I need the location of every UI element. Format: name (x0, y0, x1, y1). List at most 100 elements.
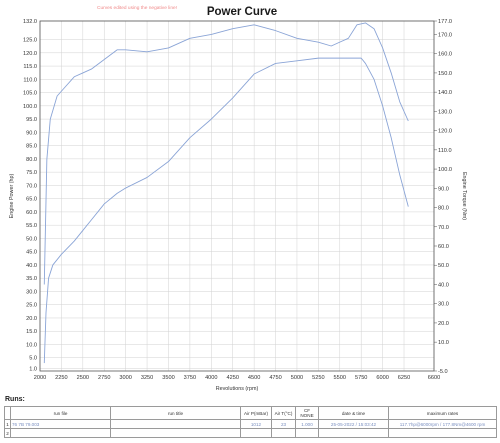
header-run-title: run title (110, 406, 241, 420)
x-tick-label: 5000 (291, 375, 303, 381)
cf-cell (295, 428, 319, 438)
x-axis-ticks: 2000 2250 2500 2750 3000 3250 3500 3750 4000 4250… (34, 375, 440, 381)
runs-table: run file run title Air P(mBar) Air T(°C)… (4, 406, 497, 438)
date-time-cell: 25-05-2022 / 15:03:42 (318, 419, 389, 429)
x-tick-label: 2750 (98, 375, 110, 381)
right-tick-label: 50.0 (438, 263, 449, 269)
left-tick-label: 60.0 (26, 210, 37, 216)
run-file-cell[interactable]: 76 7B 79.003 (10, 419, 111, 429)
right-tick-label: 140.0 (438, 90, 452, 96)
x-tick-label: 6250 (398, 375, 410, 381)
left-tick-label: 90.0 (26, 130, 37, 136)
run-title-cell (110, 419, 241, 429)
right-tick-label: 90.0 (438, 186, 449, 192)
left-tick-label: 95.0 (26, 117, 37, 123)
x-tick-label: 6600 (428, 375, 440, 381)
left-tick-label: 30.0 (26, 289, 37, 295)
left-tick-label: 1.0 (29, 366, 37, 372)
runs-header-row: run file run title Air P(mBar) Air T(°C)… (4, 406, 497, 420)
air-temp-cell: 23 (271, 419, 296, 429)
chart-title: Power Curve (207, 6, 277, 18)
air-pressure-cell (240, 428, 272, 438)
power-curve-chart: Curves edited using the negative line! P… (9, 5, 467, 392)
maximum-rates-cell: 117.7hp@6000rpm / 177.8Nm@4600 rpm (388, 419, 497, 429)
right-tick-label: 10.0 (438, 340, 449, 346)
right-tick-label: 150.0 (438, 71, 452, 77)
power-series-line (43, 57, 409, 364)
header-maximum-rates: maximum rates (388, 406, 497, 420)
left-tick-label: 35.0 (26, 276, 37, 282)
right-axis-ticks: -5.0 10.0 20.0 30.0 40.0 50.0 60.0 70.0 80.0 90.0… (434, 19, 452, 375)
left-tick-label: 132.0 (23, 19, 37, 25)
runs-label: Runs: (5, 396, 25, 403)
x-tick-label: 5250 (312, 375, 324, 381)
right-tick-label: 70.0 (438, 225, 449, 231)
right-tick-label: 80.0 (438, 206, 449, 212)
x-axis-label: Revolutions (rpm) (216, 386, 259, 392)
left-axis-label: Engine Power (hp) (9, 173, 15, 218)
right-tick-label: 40.0 (438, 282, 449, 288)
right-tick-label: 130.0 (438, 109, 452, 115)
left-tick-label: 110.0 (23, 77, 37, 83)
x-tick-label: 2500 (77, 375, 89, 381)
left-tick-label: 125.0 (23, 38, 37, 44)
header-air-temp: Air T(°C) (271, 406, 296, 420)
right-tick-label: 110.0 (438, 148, 452, 154)
left-tick-label: 25.0 (26, 303, 37, 309)
air-pressure-cell: 1012 (240, 419, 272, 429)
left-axis-ticks: 1.0 5.0 10.0 15.0 20.0 25.0 30.0 35.0 40.0 45.0 50… (23, 19, 37, 372)
cf-cell: 1.000 (295, 419, 319, 429)
chart-grid (39, 20, 435, 371)
left-tick-label: 80.0 (26, 157, 37, 163)
run-file-cell[interactable] (10, 428, 111, 438)
chart-subtitle: Curves edited using the negative line! (97, 5, 177, 11)
chart-series (43, 22, 409, 364)
left-tick-label: 115.0 (23, 64, 37, 70)
x-tick-label: 5750 (355, 375, 367, 381)
left-tick-label: 20.0 (26, 316, 37, 322)
left-tick-label: 15.0 (26, 329, 37, 335)
left-tick-label: 40.0 (26, 263, 37, 269)
x-tick-label: 3250 (141, 375, 153, 381)
maximum-rates-cell (388, 428, 497, 438)
header-run-file: run file (10, 406, 111, 420)
x-tick-label: 6000 (376, 375, 388, 381)
x-tick-label: 2250 (55, 375, 67, 381)
x-tick-label: 5500 (334, 375, 346, 381)
left-tick-label: 120.0 (23, 51, 37, 57)
right-axis-label: Engine Torque (Nm) (461, 172, 467, 220)
plot-frame (39, 20, 435, 372)
run-title-cell (110, 428, 241, 438)
left-tick-label: 45.0 (26, 250, 37, 256)
left-tick-label: 10.0 (26, 342, 37, 348)
x-tick-label: 3000 (119, 375, 131, 381)
left-tick-label: 50.0 (26, 236, 37, 242)
date-time-cell (318, 428, 389, 438)
header-air-pressure: Air P(mBar) (240, 406, 272, 420)
right-tick-label: 120.0 (438, 129, 452, 135)
right-tick-label: 170.0 (438, 32, 452, 38)
x-tick-label: 4000 (205, 375, 217, 381)
right-tick-label: -5.0 (438, 369, 448, 375)
header-date-time: date & time (318, 406, 389, 420)
x-tick-label: 3500 (162, 375, 174, 381)
header-cf: CF NONE (295, 406, 319, 420)
table-row[interactable]: 1 76 7B 79.003 1012 23 1.000 25-05-2022 … (4, 419, 497, 429)
right-tick-label: 60.0 (438, 244, 449, 250)
x-tick-label: 2000 (34, 375, 46, 381)
air-temp-cell (271, 428, 296, 438)
x-tick-label: 3750 (184, 375, 196, 381)
torque-series-line (43, 22, 409, 285)
right-tick-label: 100.0 (438, 167, 452, 173)
left-tick-label: 85.0 (26, 144, 37, 150)
left-tick-label: 70.0 (26, 183, 37, 189)
x-tick-label: 4750 (269, 375, 281, 381)
left-tick-label: 105.0 (23, 91, 37, 97)
table-row[interactable]: 2 (4, 428, 497, 438)
left-tick-label: 65.0 (26, 197, 37, 203)
left-tick-label: 5.0 (29, 356, 37, 362)
left-tick-label: 55.0 (26, 223, 37, 229)
left-tick-label: 75.0 (26, 170, 37, 176)
right-tick-label: 30.0 (438, 302, 449, 308)
right-tick-label: 160.0 (438, 52, 452, 58)
